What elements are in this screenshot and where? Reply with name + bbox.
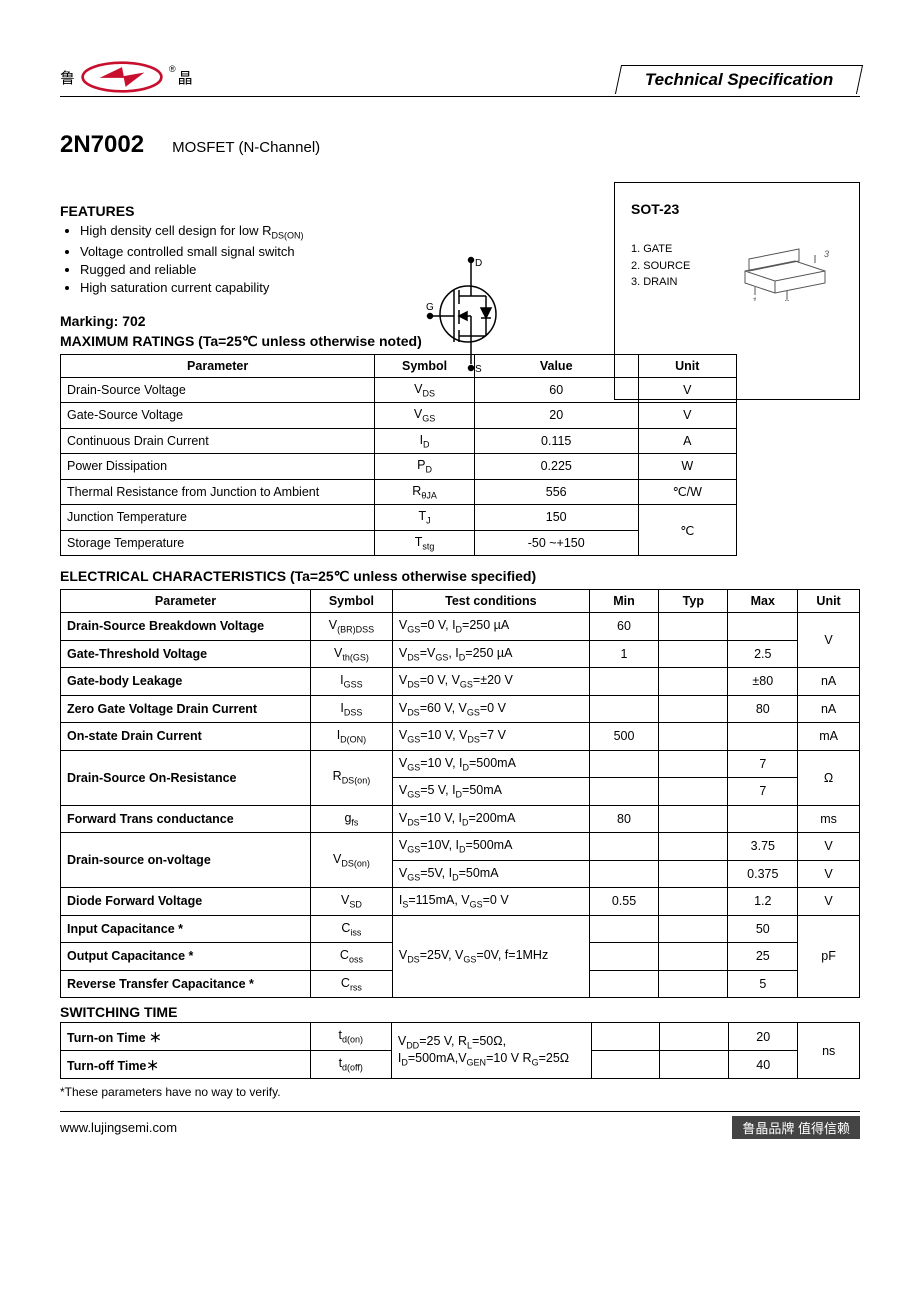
switching-heading: SWITCHING TIME <box>60 1004 860 1020</box>
logo-right-char: 晶 <box>178 67 193 88</box>
footer-url: www.lujingsemi.com <box>60 1120 177 1135</box>
sot23-drawing-icon: 1 2 3 <box>725 211 845 301</box>
logo-swoosh-icon <box>77 60 167 94</box>
table-row: Gate-Threshold VoltageVth(GS)VDS=VGS, ID… <box>61 640 860 668</box>
mosfet-symbol-icon: D S G <box>426 256 516 376</box>
type-description: MOSFET (N-Channel) <box>172 139 320 156</box>
svg-text:3: 3 <box>824 249 829 259</box>
ec-table: Parameter Symbol Test conditions Min Typ… <box>60 589 860 998</box>
footer-brand-label: 鲁晶品牌 值得信赖 <box>732 1116 860 1139</box>
table-row: Gate-body LeakageIGSSVDS=0 V, VGS=±20 V±… <box>61 668 860 696</box>
table-row: Continuous Drain CurrentID0.115A <box>61 428 737 454</box>
table-header: Test conditions <box>392 590 589 613</box>
table-row: Drain-source on-voltageVDS(on)VGS=10V, I… <box>61 833 860 861</box>
table-header: Unit <box>798 590 860 613</box>
svg-text:D: D <box>475 258 482 269</box>
table-row: Drain-Source On-ResistanceRDS(on)VGS=10 … <box>61 750 860 778</box>
table-row: Turn-on Time ＊td(on)VDD=25 V, RL=50Ω, ID… <box>61 1023 860 1051</box>
table-row: On-state Drain CurrentID(ON)VGS=10 V, VD… <box>61 723 860 751</box>
table-row: Junction TemperatureTJ150℃ <box>61 505 737 531</box>
svg-text:G: G <box>426 302 434 313</box>
svg-text:S: S <box>475 364 482 375</box>
ec-heading: ELECTRICAL CHARACTERISTICS (Ta=25℃ unles… <box>60 568 860 585</box>
svg-text:1: 1 <box>752 296 757 301</box>
table-row: Forward Trans conductancegfsVDS=10 V, ID… <box>61 805 860 833</box>
table-header: Parameter <box>61 590 311 613</box>
table-header: Min <box>589 590 658 613</box>
table-row: Input Capacitance *CissVDS=25V, VGS=0V, … <box>61 915 860 943</box>
verify-note: *These parameters have no way to verify. <box>60 1085 860 1099</box>
header-bar: 鲁 ® 晶 Technical Specification <box>60 60 860 97</box>
table-row: Thermal Resistance from Junction to Ambi… <box>61 479 737 505</box>
table-row: Gate-Source VoltageVGS20V <box>61 403 737 429</box>
table-row: Diode Forward VoltageVSDIS=115mA, VGS=0 … <box>61 888 860 916</box>
page-footer: www.lujingsemi.com 鲁晶品牌 值得信赖 <box>60 1111 860 1139</box>
table-header: Symbol <box>311 590 393 613</box>
logo-reg-icon: ® <box>169 64 176 74</box>
tech-spec-label: Technical Specification <box>615 65 863 94</box>
switching-table: Turn-on Time ＊td(on)VDD=25 V, RL=50Ω, ID… <box>60 1022 860 1079</box>
logo: 鲁 ® 晶 <box>60 60 193 94</box>
svg-text:2: 2 <box>783 298 789 301</box>
logo-left-char: 鲁 <box>60 67 75 88</box>
table-row: Drain-Source Breakdown VoltageV(BR)DSSVG… <box>61 613 860 641</box>
package-outline-box: SOT-23 1 2 3 1. GATE 2. SOURCE 3. DRAIN <box>614 182 860 400</box>
table-row: Power DissipationPD0.225W <box>61 454 737 480</box>
table-header: Typ <box>659 590 728 613</box>
table-header: Parameter <box>61 354 375 377</box>
part-number: 2N7002 <box>60 131 144 159</box>
table-row: Storage TemperatureTstg-50 ~+150 <box>61 530 737 556</box>
table-header: Max <box>728 590 798 613</box>
title-row: 2N7002 MOSFET (N-Channel) <box>60 131 860 159</box>
table-row: Zero Gate Voltage Drain CurrentIDSSVDS=6… <box>61 695 860 723</box>
